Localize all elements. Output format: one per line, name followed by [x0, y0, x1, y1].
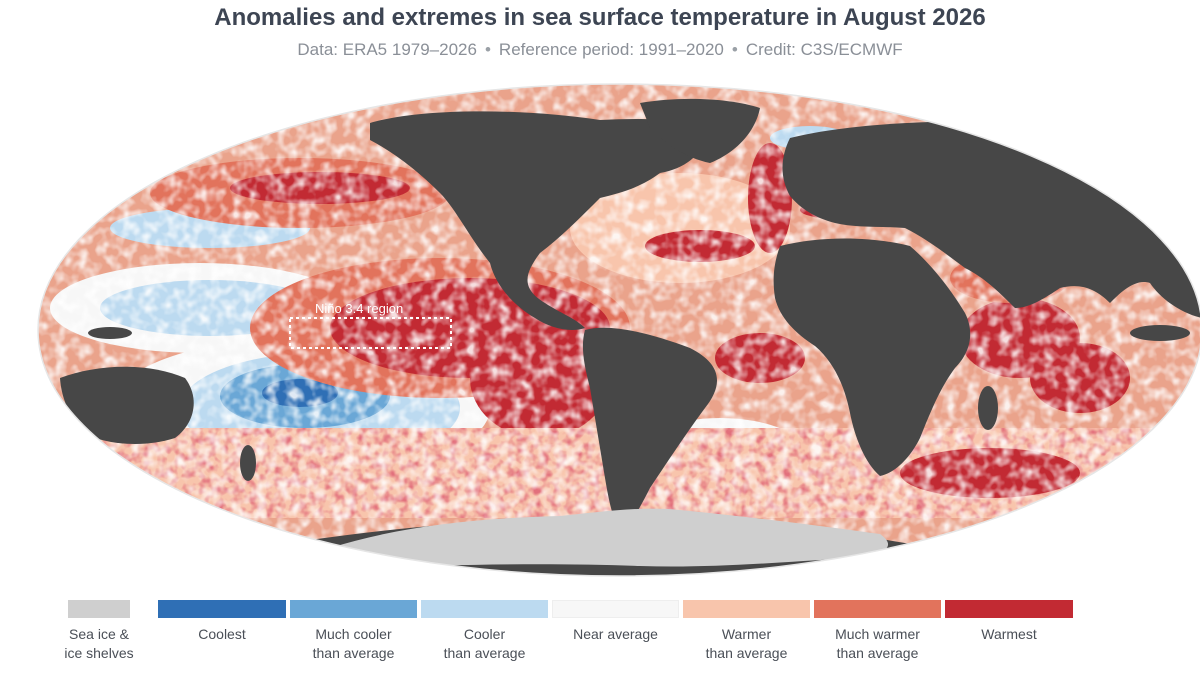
separator: •: [484, 40, 491, 59]
legend-item-warmest: Warmest: [945, 600, 1073, 644]
legend-label-line2: than average: [836, 645, 919, 661]
data-source: Data: ERA5 1979–2026: [297, 40, 477, 59]
legend-label-line2: than average: [443, 645, 526, 661]
credit: Credit: C3S/ECMWF: [745, 40, 903, 59]
africa: [773, 238, 971, 476]
greenland: [640, 98, 760, 163]
legend-swatch: [552, 600, 679, 618]
legend: Sea ice & ice shelves Coolest Much cooler th…: [0, 600, 1200, 675]
legend-label-line2: than average: [312, 645, 395, 661]
legend-label: Sea ice & ice shelves: [58, 625, 140, 663]
legend-item-cooler: Cooler than average: [421, 600, 548, 663]
north-america: [370, 111, 703, 330]
nino34-region-box: [289, 317, 452, 349]
legend-label-line1: Sea ice &: [69, 626, 129, 642]
legend-swatch: [158, 600, 286, 618]
legend-label-line1: Much cooler: [315, 626, 392, 642]
legend-item-near-average: Near average: [552, 600, 679, 644]
new-zealand: [240, 445, 256, 481]
globe-outline: [37, 83, 1200, 577]
page-title: Anomalies and extremes in sea surface te…: [214, 4, 986, 31]
sst-anomaly-map: Niño 3.4 region: [37, 83, 1200, 577]
legend-label-line2: than average: [705, 645, 788, 661]
legend-swatch: [683, 600, 810, 618]
legend-label: Warmest: [945, 625, 1073, 644]
antarctic-sea-ice: [330, 508, 889, 568]
legend-item-much-warmer: Much warmer than average: [814, 600, 941, 663]
south-america: [582, 327, 717, 538]
legend-swatch: [421, 600, 548, 618]
new-guinea: [88, 327, 132, 339]
madagascar: [978, 386, 998, 430]
legend-label: Coolest: [158, 625, 286, 644]
legend-label: Warmer than average: [683, 625, 810, 663]
legend-label-line1: Much warmer: [835, 626, 920, 642]
legend-item-coolest: Coolest: [158, 600, 286, 644]
legend-swatch: [945, 600, 1073, 618]
legend-item-much-cooler: Much cooler than average: [290, 600, 417, 663]
legend-label-line1: Coolest: [198, 626, 246, 642]
legend-swatch: [68, 600, 130, 618]
legend-label: Cooler than average: [421, 625, 548, 663]
indonesia: [1130, 325, 1190, 341]
legend-label: Much cooler than average: [290, 625, 417, 663]
separator: •: [731, 40, 738, 59]
legend-label-line1: Near average: [573, 626, 658, 642]
nino34-region-label: Niño 3.4 region: [315, 301, 403, 316]
subtitle: Data: ERA5 1979–2026 • Reference period: 1…: [0, 40, 1200, 60]
legend-label-line1: Cooler: [463, 626, 506, 642]
legend-item-sea-ice: Sea ice & ice shelves: [58, 600, 140, 663]
legend-label-line2: ice shelves: [64, 645, 134, 661]
legend-swatch: [814, 600, 941, 618]
legend-label-line1: Warmest: [981, 626, 1037, 642]
reference-period: Reference period: 1991–2020: [498, 40, 724, 59]
legend-item-warmer: Warmer than average: [683, 600, 810, 663]
australia: [60, 366, 194, 444]
legend-label: Much warmer than average: [814, 625, 941, 663]
legend-swatch: [290, 600, 417, 618]
legend-label: Near average: [552, 625, 679, 644]
legend-label-line1: Warmer: [721, 626, 772, 642]
